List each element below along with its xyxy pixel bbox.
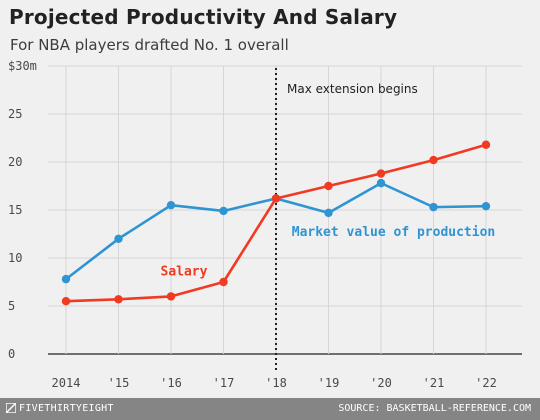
salary-point [114,295,123,304]
chart-title: Projected Productivity And Salary [9,5,398,29]
market-value-point [114,234,123,243]
series-labels: Market value of production Salary [161,225,496,279]
grid-layer [48,65,522,355]
annotation-layer: Max extension begins [275,68,418,370]
series-layer [61,140,491,306]
x-tick-label: '19 [318,376,340,390]
salary-point [271,194,281,203]
x-tick-label: '16 [160,376,182,390]
salary-point [481,140,491,149]
chart-subtitle: For NBA players drafted No. 1 overall [10,36,289,54]
y-tick-label: $30m [8,59,37,73]
x-tick-label: '15 [108,376,130,390]
market-value-point [376,178,386,188]
x-tick-label: '18 [265,376,287,390]
salary-point [61,297,71,306]
x-tick-label: '17 [213,376,235,390]
fivethirtyeight-logo-icon [6,403,16,413]
salary-point [376,169,386,178]
x-tick-labels: 2014 '15 '16 '17 '18 '19 '20 '21 '22 [52,376,497,390]
y-tick-label: 10 [8,251,22,265]
max-extension-label: Max extension begins [287,82,418,96]
salary-point [166,292,176,301]
y-tick-label: 20 [8,155,22,169]
y-tick-label: 25 [8,107,22,121]
footer-brand: FIVETHIRTYEIGHT [19,403,114,414]
market-value-point [166,201,176,210]
market-value-point [324,208,333,218]
market-value-point [219,206,228,216]
market-value-point [429,202,438,212]
x-tick-label: '20 [370,376,392,390]
salary-point [429,155,438,165]
y-tick-label: 15 [8,203,22,217]
market-value-point [61,274,71,284]
salary-point [219,277,228,287]
market-value-point [481,201,491,211]
y-tick-labels: 0 5 10 15 20 25 $30m [8,59,37,361]
line-chart: 0 5 10 15 20 25 $30m 2014 '15 '16 '17 '18 '19 '20 '21… [8,59,522,390]
market-value-series-label: Market value of production [292,225,496,240]
footer-bar: FIVETHIRTYEIGHT SOURCE: BASKETBALL-REFER… [0,398,540,420]
salary-point [324,181,333,191]
x-tick-label: 2014 [52,376,81,390]
y-tick-label: 0 [8,347,15,361]
y-tick-label: 5 [8,299,15,313]
x-tick-label: '22 [475,376,497,390]
x-tick-label: '21 [423,376,445,390]
footer-source: SOURCE: BASKETBALL-REFERENCE.COM [338,403,531,414]
salary-series-label: Salary [161,264,208,279]
